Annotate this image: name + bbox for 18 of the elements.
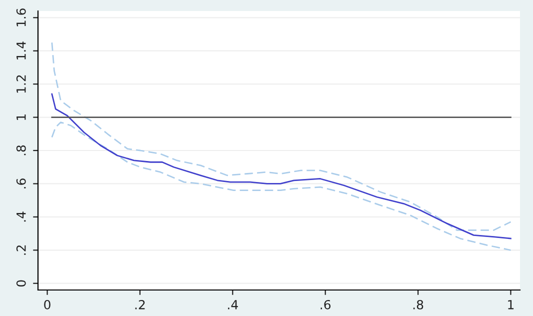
y-tick-label: .6 [16,178,26,188]
y-tick-label: .8 [16,145,26,156]
y-tick-label: 0 [16,280,26,287]
x-tick-label: 1 [508,300,514,310]
y-tick-label: 1.6 [16,8,26,26]
x-tick-label: .6 [320,300,331,310]
line-series [51,93,512,240]
x-tick-label: .8 [413,300,424,310]
y-tick-label: 1.4 [16,42,26,60]
line-series [51,122,512,251]
line-series [51,42,512,231]
y-tick-label: .4 [16,212,26,222]
x-tick-label: .4 [228,300,238,310]
x-tick-label: .2 [135,300,145,310]
y-tick-label: 1 [16,114,26,120]
x-tick-label: 0 [44,300,50,310]
y-tick-label: .2 [16,245,26,255]
y-tick-label: 1.2 [16,75,26,93]
